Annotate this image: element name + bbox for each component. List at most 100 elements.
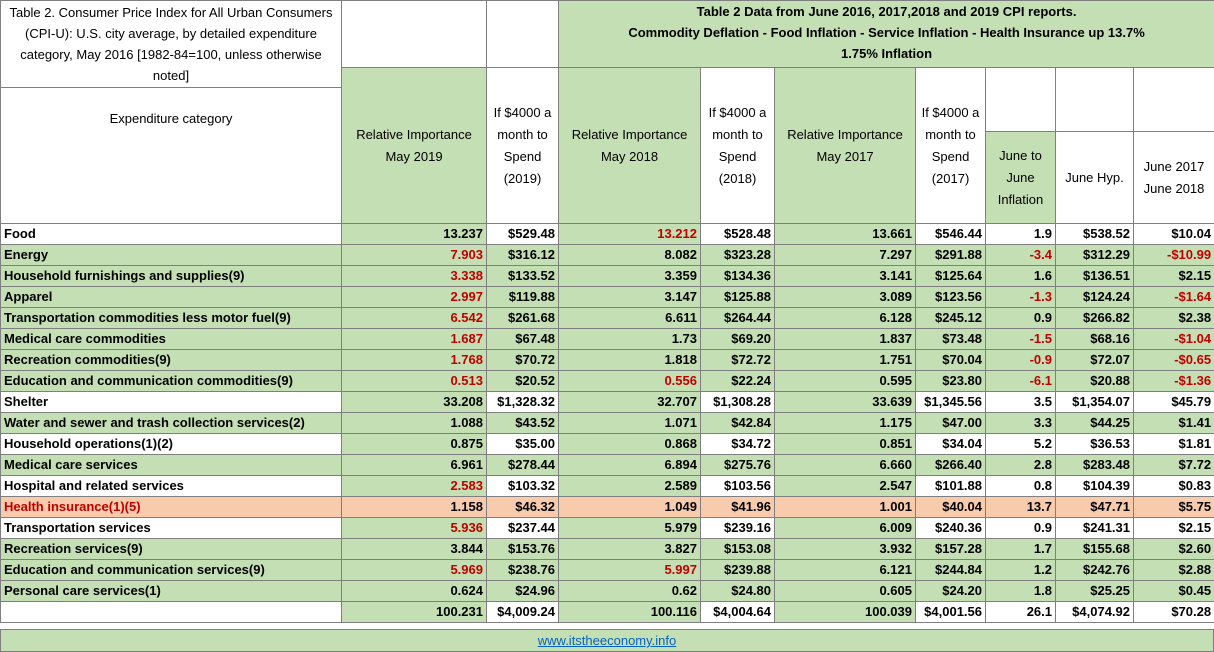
cell-ri2018: 3.147 <box>558 286 701 308</box>
cell-sp2018: $41.96 <box>700 496 775 518</box>
cell-sp2017: $34.04 <box>915 433 986 455</box>
cell-sp2018: $42.84 <box>700 412 775 434</box>
cell-ri2019: 6.961 <box>341 454 487 476</box>
cell-sp2019: $46.32 <box>486 496 559 518</box>
cell-sp2017: $101.88 <box>915 475 986 497</box>
table-row: Medical care services 6.961 $278.44 6.894 $2… <box>0 454 1214 476</box>
cell-hyp: $1,354.07 <box>1055 391 1134 413</box>
cell-j1718: $2.15 <box>1132 517 1214 539</box>
header-blank-cell <box>341 0 487 68</box>
cell-sp2018: $24.80 <box>700 580 775 602</box>
cell-sp2017: $291.88 <box>915 244 986 266</box>
header-ri-2018: Relative Importance May 2018 <box>558 67 701 224</box>
title-right-line-2: Commodity Deflation - Food Inflation - S… <box>628 25 1145 40</box>
table-row: Recreation commodities(9) 1.768 $70.72 1.81… <box>0 349 1214 371</box>
total-j2j: 26.1 <box>985 601 1056 623</box>
totals-label-blank <box>0 601 342 623</box>
cpi-table: Table 2. Consumer Price Index for All Ur… <box>0 0 1214 623</box>
cell-ri2018: 3.359 <box>558 265 701 287</box>
cell-hyp: $312.29 <box>1055 244 1134 266</box>
cell-sp2018: $153.08 <box>700 538 775 560</box>
cell-sp2019: $20.52 <box>486 370 559 392</box>
cell-ri2019: 13.237 <box>341 223 487 245</box>
cell-sp2017: $70.04 <box>915 349 986 371</box>
cell-ri2019: 5.969 <box>341 559 487 581</box>
table-title-right: Table 2 Data from June 2016, 2017,2018 a… <box>557 0 1214 68</box>
cell-sp2018: $323.28 <box>700 244 775 266</box>
header-blank-cell <box>1132 67 1214 132</box>
total-j1718: $70.28 <box>1132 601 1214 623</box>
cell-j1718: $2.15 <box>1132 265 1214 287</box>
row-label: Health insurance(1)(5) <box>0 496 342 518</box>
cell-hyp: $20.88 <box>1055 370 1134 392</box>
cell-ri2018: 2.589 <box>558 475 701 497</box>
cell-ri2018: 1.071 <box>558 412 701 434</box>
cell-sp2019: $529.48 <box>486 223 559 245</box>
cell-sp2017: $1,345.56 <box>915 391 986 413</box>
cell-j1718: -$1.64 <box>1132 286 1214 308</box>
cell-ri2017: 1.001 <box>774 496 916 518</box>
cell-j1718: $7.72 <box>1132 454 1214 476</box>
cell-ri2017: 3.141 <box>774 265 916 287</box>
total-ri2018: 100.116 <box>558 601 701 623</box>
cell-ri2018: 0.868 <box>558 433 701 455</box>
header-ri-2019: Relative Importance May 2019 <box>341 67 487 224</box>
cell-sp2017: $73.48 <box>915 328 986 350</box>
cell-sp2018: $125.88 <box>700 286 775 308</box>
cell-sp2019: $153.76 <box>486 538 559 560</box>
cell-j2j: 5.2 <box>985 433 1056 455</box>
footer-link[interactable]: www.itstheeconomy.info <box>537 633 677 648</box>
cell-ri2017: 7.297 <box>774 244 916 266</box>
cell-j2j: 0.9 <box>985 517 1056 539</box>
row-label: Hospital and related services <box>0 475 342 497</box>
row-label: Education and communication commodities(… <box>0 370 342 392</box>
table-row: Apparel 2.997 $119.88 3.147 $125.88 3.089 $123… <box>0 286 1214 308</box>
cell-ri2017: 0.605 <box>774 580 916 602</box>
row-label: Medical care commodities <box>0 328 342 350</box>
cell-sp2019: $133.52 <box>486 265 559 287</box>
cell-ri2017: 1.751 <box>774 349 916 371</box>
table-row: Water and sewer and trash collection ser… <box>0 412 1214 434</box>
cell-sp2019: $261.68 <box>486 307 559 329</box>
cell-j2j: 2.8 <box>985 454 1056 476</box>
cell-ri2019: 1.768 <box>341 349 487 371</box>
cell-sp2018: $34.72 <box>700 433 775 455</box>
cell-hyp: $538.52 <box>1055 223 1134 245</box>
cell-j1718: $2.88 <box>1132 559 1214 581</box>
cell-j2j: 3.5 <box>985 391 1056 413</box>
cell-hyp: $36.53 <box>1055 433 1134 455</box>
cell-sp2017: $244.84 <box>915 559 986 581</box>
cell-ri2017: 1.837 <box>774 328 916 350</box>
cell-ri2019: 1.687 <box>341 328 487 350</box>
cell-sp2018: $528.48 <box>700 223 775 245</box>
cell-sp2018: $275.76 <box>700 454 775 476</box>
cell-sp2018: $103.56 <box>700 475 775 497</box>
cell-ri2017: 6.660 <box>774 454 916 476</box>
row-label: Household operations(1)(2) <box>0 433 342 455</box>
row-label: Recreation commodities(9) <box>0 349 342 371</box>
cell-j1718: $1.41 <box>1132 412 1214 434</box>
cell-ri2018: 6.611 <box>558 307 701 329</box>
total-sp2019: $4,009.24 <box>486 601 559 623</box>
cell-ri2018: 1.818 <box>558 349 701 371</box>
cell-hyp: $47.71 <box>1055 496 1134 518</box>
cell-ri2018: 1.049 <box>558 496 701 518</box>
table-row: Hospital and related services 2.583 $103.3… <box>0 475 1214 497</box>
cell-sp2019: $24.96 <box>486 580 559 602</box>
cell-ri2017: 2.547 <box>774 475 916 497</box>
cell-hyp: $104.39 <box>1055 475 1134 497</box>
cell-j1718: $0.83 <box>1132 475 1214 497</box>
table-row: Transportation commodities less motor fu… <box>0 307 1214 329</box>
table-row: Recreation services(9) 3.844 $153.76 3.827 $… <box>0 538 1214 560</box>
cell-sp2019: $70.72 <box>486 349 559 371</box>
cell-sp2018: $1,308.28 <box>700 391 775 413</box>
header-category: Expenditure category <box>0 87 342 224</box>
cell-j1718: -$1.04 <box>1132 328 1214 350</box>
cell-hyp: $241.31 <box>1055 517 1134 539</box>
cell-sp2019: $35.00 <box>486 433 559 455</box>
cell-sp2019: $67.48 <box>486 328 559 350</box>
cell-sp2017: $266.40 <box>915 454 986 476</box>
cell-ri2019: 7.903 <box>341 244 487 266</box>
cell-hyp: $44.25 <box>1055 412 1134 434</box>
cell-hyp: $266.82 <box>1055 307 1134 329</box>
